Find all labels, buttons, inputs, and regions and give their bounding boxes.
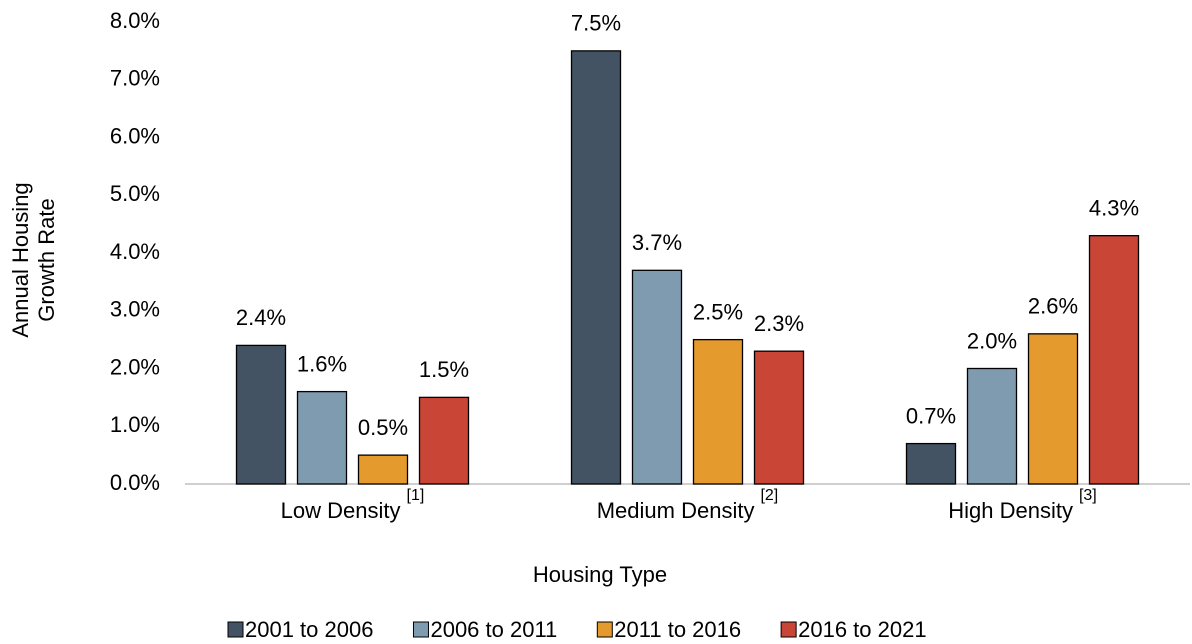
data-label: 2.3%: [754, 311, 804, 336]
bar: [905, 442, 957, 485]
data-label: 2.4%: [236, 305, 286, 330]
legend-label: 2001 to 2006: [245, 617, 373, 642]
data-label: 0.5%: [358, 415, 408, 440]
y-tick-label: 6.0%: [110, 123, 160, 148]
bar: [418, 396, 470, 485]
y-tick-label: 2.0%: [110, 354, 160, 379]
category-note: [2]: [760, 487, 778, 504]
category-name: High Density: [948, 498, 1073, 523]
data-label: 1.5%: [419, 357, 469, 382]
bar: [753, 350, 805, 485]
bar: [966, 367, 1018, 485]
data-label: 4.3%: [1089, 195, 1139, 220]
bar: [357, 454, 409, 485]
category-note: [3]: [1079, 487, 1097, 504]
y-tick-label: 4.0%: [110, 239, 160, 264]
data-label: 2.6%: [1028, 294, 1078, 319]
y-tick-label: 8.0%: [110, 8, 160, 33]
x-tick-label: Medium Density [2]: [597, 487, 779, 523]
data-label: 2.5%: [693, 299, 743, 324]
legend-swatch: [780, 621, 797, 638]
x-tick-label: High Density [3]: [948, 487, 1097, 523]
y-tick-label: 5.0%: [110, 181, 160, 206]
category-name: Medium Density: [597, 498, 755, 523]
category-name: Low Density: [281, 498, 401, 523]
bar: [692, 338, 744, 485]
bar: [1088, 235, 1140, 485]
x-tick-label: Low Density [1]: [281, 487, 425, 523]
y-tick-label: 1.0%: [110, 412, 160, 437]
bar: [235, 344, 287, 485]
data-label: 0.7%: [906, 403, 956, 428]
legend-swatch: [227, 621, 244, 638]
x-axis-title: Housing Type: [533, 562, 667, 587]
y-tick-label: 7.0%: [110, 66, 160, 91]
bar: [631, 269, 683, 485]
bar: [1027, 333, 1079, 485]
category-note: [1]: [407, 487, 425, 504]
y-tick-label: 0.0%: [110, 470, 160, 495]
legend-swatch: [412, 621, 429, 638]
data-label: 1.6%: [297, 351, 347, 376]
legend-label: 2011 to 2016: [614, 617, 741, 642]
data-label: 7.5%: [571, 11, 621, 36]
data-label: 2.0%: [967, 328, 1017, 353]
legend-swatch: [596, 621, 613, 638]
data-label: 3.7%: [632, 230, 682, 255]
bar: [296, 390, 348, 485]
y-axis-title: Growth Rate: [34, 198, 59, 322]
legend-label: 2006 to 2011: [430, 617, 557, 642]
y-axis-title: Annual Housing: [8, 182, 33, 337]
legend-label: 2016 to 2021: [798, 617, 926, 642]
bar: [570, 50, 622, 485]
y-tick-label: 3.0%: [110, 297, 160, 322]
